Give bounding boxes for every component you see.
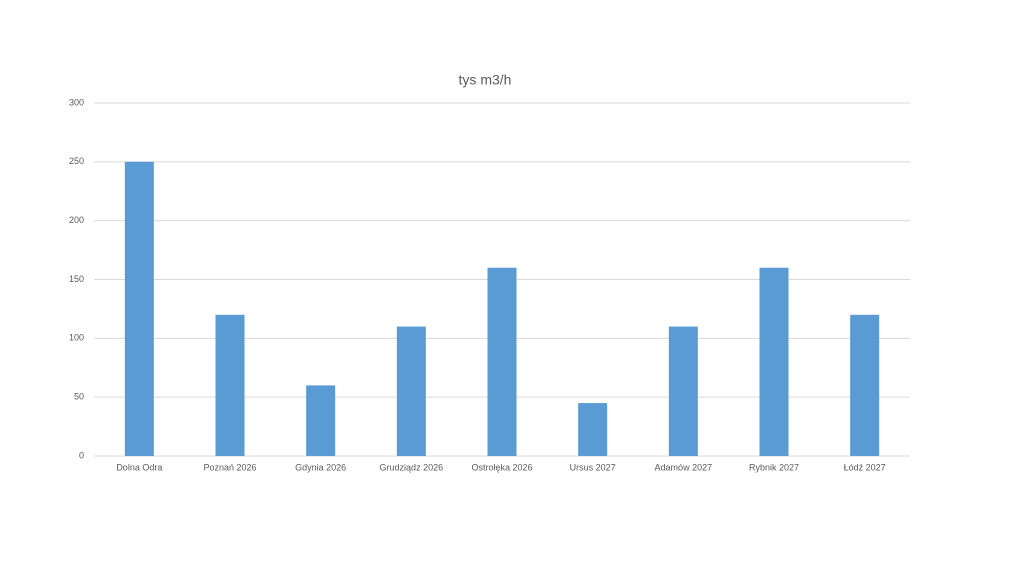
y-tick-label: 250 — [69, 156, 84, 166]
y-tick-label: 50 — [74, 392, 84, 402]
bar — [306, 385, 336, 456]
chart-title: tys m3/h — [459, 72, 512, 88]
y-tick-label: 150 — [69, 274, 84, 284]
bar — [668, 326, 698, 456]
bar — [850, 314, 880, 456]
bar — [487, 267, 517, 456]
y-tick-label: 100 — [69, 333, 84, 343]
bar — [759, 267, 789, 456]
y-tick-label: 200 — [69, 215, 84, 225]
y-tick-label: 0 — [79, 450, 84, 460]
y-tick-label: 300 — [69, 97, 84, 107]
x-tick-label: Ursus 2027 — [570, 462, 616, 472]
x-tick-label: Ostrołęka 2026 — [471, 462, 532, 472]
bar — [215, 314, 245, 456]
x-tick-label: Rybnik 2027 — [749, 462, 799, 472]
x-tick-label: Adamów 2027 — [655, 462, 713, 472]
bar — [124, 161, 154, 457]
x-tick-label: Poznań 2026 — [203, 462, 256, 472]
x-tick-label: Łódź 2027 — [844, 462, 886, 472]
bar — [396, 326, 426, 456]
bar — [578, 403, 608, 456]
x-tick-label: Grudziądz 2026 — [380, 462, 444, 472]
x-tick-label: Dolna Odra — [116, 462, 162, 472]
x-tick-label: Gdynia 2026 — [295, 462, 346, 472]
